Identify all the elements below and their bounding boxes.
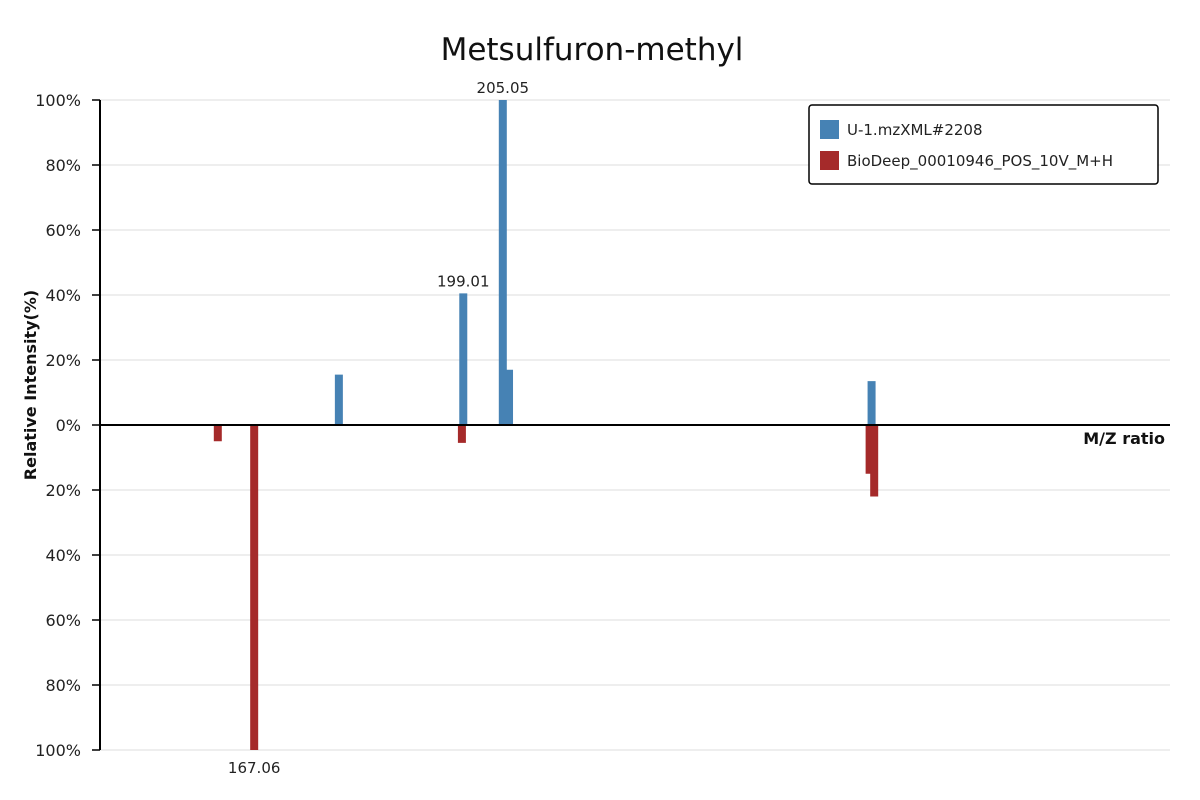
legend: U-1.mzXML#2208 BioDeep_00010946_POS_10V_… (808, 104, 1159, 185)
y-tick-label: 60% (45, 221, 81, 240)
reference-peak-bar (457, 425, 466, 443)
sample-peak-bar (498, 100, 507, 425)
grid (92, 99, 1170, 751)
legend-swatch-reference (820, 151, 839, 170)
y-tick-label: 80% (45, 676, 81, 695)
peak-label: 167.06 (228, 759, 281, 777)
reference-peak-bar (870, 425, 879, 497)
legend-label-sample: U-1.mzXML#2208 (847, 121, 983, 139)
y-tick-label: 60% (45, 611, 81, 630)
legend-swatch-sample (820, 120, 839, 139)
y-tick-label: 40% (45, 286, 81, 305)
legend-box (808, 104, 1159, 185)
sample-peak-bar (334, 374, 343, 425)
y-tick-label: 20% (45, 481, 81, 500)
y-tick-label: 100% (35, 91, 81, 110)
axes (99, 100, 1170, 750)
y-tick-label: 100% (35, 741, 81, 760)
sample-peak-bar (459, 293, 468, 425)
peak-label: 205.05 (477, 79, 530, 97)
sample-peak-bar (867, 381, 876, 425)
y-tick-label: 40% (45, 546, 81, 565)
y-axis-title: Relative Intensity(%) (21, 290, 40, 480)
peak-labels: 199.01 205.05 167.06 (228, 79, 529, 777)
legend-label-reference: BioDeep_00010946_POS_10V_M+H (847, 152, 1113, 171)
peak-label: 199.01 (437, 272, 490, 290)
x-axis-title: M/Z ratio (1083, 429, 1165, 448)
y-tick-label: 0% (56, 416, 81, 435)
reference-peak-bar (865, 425, 874, 474)
y-tick-label: 80% (45, 156, 81, 175)
y-tick-labels: 100% 80% 60% 40% 20% 0% 20% 40% 60% 80% 100% (35, 91, 81, 760)
y-tick-label: 20% (45, 351, 81, 370)
peak-bars (213, 100, 879, 750)
reference-peak-bar (213, 425, 222, 442)
sample-peak-bar (505, 369, 514, 425)
reference-peak-bar (250, 425, 259, 750)
chart-title: Metsulfuron-methyl (441, 32, 744, 68)
